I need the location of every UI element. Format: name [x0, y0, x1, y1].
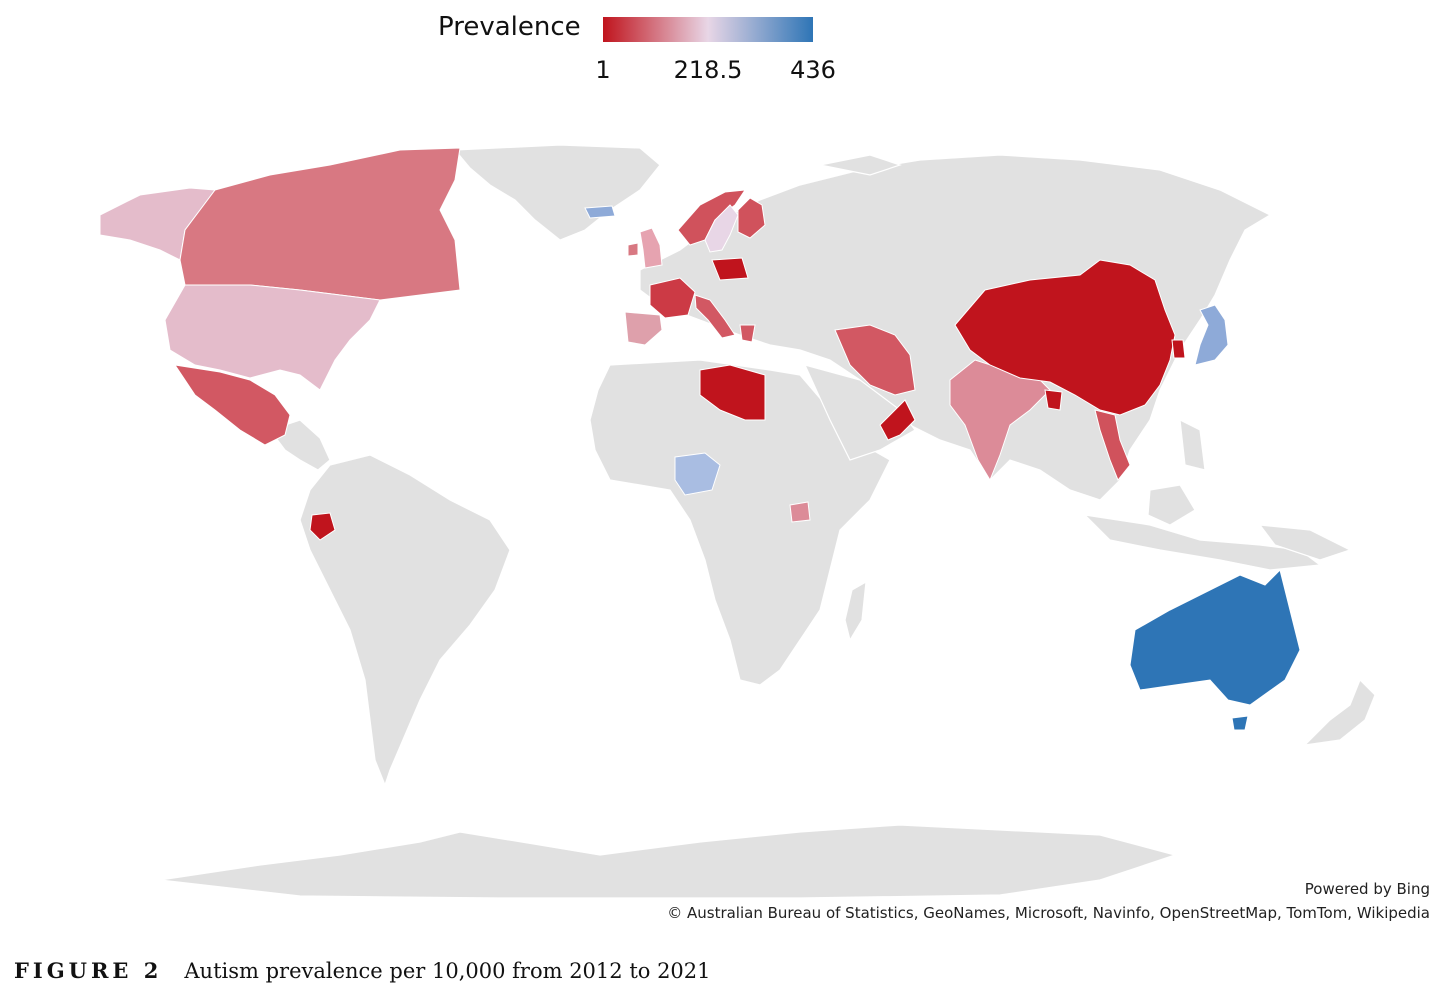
land-new-guinea: [1258, 524, 1352, 561]
highlighted-countries: [99, 147, 1301, 731]
region-japan[interactable]: [1194, 304, 1229, 366]
land-philippines: [1179, 418, 1206, 471]
legend-title: Prevalence: [438, 12, 581, 42]
region-norway[interactable]: [677, 189, 747, 246]
land-indonesia: [1083, 514, 1322, 571]
legend-max-label: 436: [790, 56, 836, 84]
region-ireland[interactable]: [627, 242, 639, 257]
region-south-korea[interactable]: [1171, 339, 1186, 359]
region-china[interactable]: [954, 259, 1176, 416]
region-greece[interactable]: [739, 324, 756, 343]
region-iceland[interactable]: [584, 205, 616, 219]
region-france[interactable]: [649, 277, 696, 319]
land-madagascar: [844, 580, 867, 642]
region-spain[interactable]: [624, 311, 663, 346]
figure-label: FIGURE 2: [14, 958, 163, 983]
region-vietnam[interactable]: [1094, 409, 1131, 481]
figure-caption: FIGURE 2 Autism prevalence per 10,000 fro…: [14, 958, 711, 983]
land-eurasia: [639, 154, 1272, 501]
region-mexico[interactable]: [173, 364, 291, 446]
land-antarctica: [159, 824, 1178, 899]
region-bangladesh[interactable]: [1044, 389, 1063, 411]
region-italy[interactable]: [694, 294, 736, 339]
land-new-zealand: [1303, 678, 1376, 746]
region-ecuador[interactable]: [309, 512, 336, 541]
region-uk[interactable]: [639, 227, 663, 269]
region-uganda[interactable]: [789, 501, 811, 523]
region-poland[interactable]: [711, 257, 749, 281]
land-no-data: [159, 144, 1376, 899]
region-canada[interactable]: [179, 147, 461, 301]
legend-min-label: 1: [595, 56, 611, 84]
region-oman[interactable]: [879, 399, 916, 441]
land-greenland: [453, 144, 661, 241]
land-borneo: [1147, 484, 1196, 526]
world-map: [99, 144, 1376, 899]
legend-mid-label: 218.5: [673, 56, 743, 84]
figure-caption-text: Autism prevalence per 10,000 from 2012 t…: [184, 959, 711, 983]
region-usa[interactable]: [164, 284, 381, 391]
region-libya[interactable]: [699, 364, 766, 421]
region-sweden[interactable]: [704, 204, 739, 253]
region-australia[interactable]: [1129, 569, 1301, 706]
powered-by-bing: Powered by Bing: [1304, 880, 1430, 898]
region-nigeria[interactable]: [674, 452, 721, 496]
region-finland[interactable]: [737, 197, 766, 239]
region-iran[interactable]: [834, 324, 916, 396]
land-arctic-islands: [819, 154, 902, 176]
legend-color-scale: [603, 17, 813, 42]
region-tasmania[interactable]: [1231, 715, 1249, 731]
map-attribution: © Australian Bureau of Statistics, GeoNa…: [667, 904, 1430, 922]
land-south-america: [299, 454, 511, 787]
